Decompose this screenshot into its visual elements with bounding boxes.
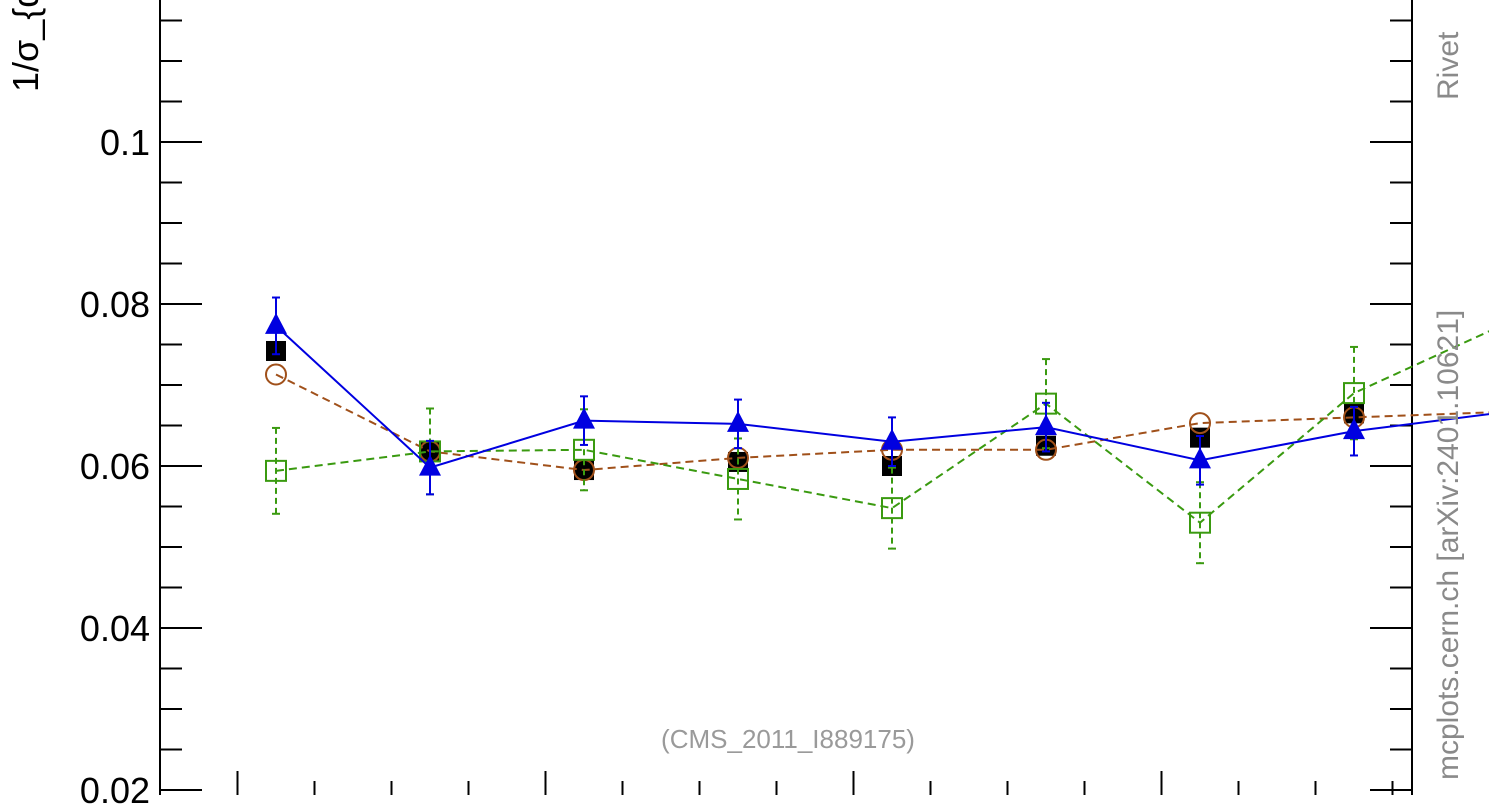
y-tick-label: 0.04	[80, 608, 150, 649]
data-point	[265, 312, 287, 334]
series-2	[265, 330, 1489, 565]
rivet-credit: Rivet	[1432, 31, 1465, 100]
data-point	[1189, 447, 1211, 469]
analysis-annotation: (CMS_2011_I889175)	[661, 724, 915, 754]
series-line	[275, 325, 1489, 469]
y-tick-label: 0.08	[80, 284, 150, 325]
data-point	[1189, 511, 1211, 534]
x-axis	[236, 771, 1394, 795]
data-point	[573, 407, 595, 429]
y-axis-label: 1/σ_{d	[5, 0, 46, 92]
series-line	[275, 373, 1489, 472]
series-0	[266, 340, 1364, 481]
y-axis: 0.02 0.04 0.06 0.08 0.1	[80, 19, 1412, 807]
data-point	[265, 459, 287, 482]
data-point	[727, 467, 749, 490]
data-point	[1343, 382, 1365, 405]
y-tick-label: 0.1	[100, 122, 150, 163]
y-tick-label: 0.02	[80, 770, 150, 807]
plot-frame	[159, 0, 1413, 795]
data-point	[881, 497, 903, 520]
data-point	[419, 454, 441, 476]
series-3	[265, 296, 1489, 496]
mcplots-credit: mcplots.cern.ch [arXiv:2401.10621]	[1432, 310, 1465, 780]
data-point	[1035, 414, 1057, 436]
y-tick-label: 0.06	[80, 446, 150, 487]
series-line	[275, 330, 1489, 524]
data-point	[265, 363, 287, 386]
data-point	[1189, 412, 1211, 435]
data-point	[1343, 418, 1365, 440]
series-layer	[265, 296, 1489, 565]
data-point	[881, 428, 903, 450]
data-point	[727, 410, 749, 432]
